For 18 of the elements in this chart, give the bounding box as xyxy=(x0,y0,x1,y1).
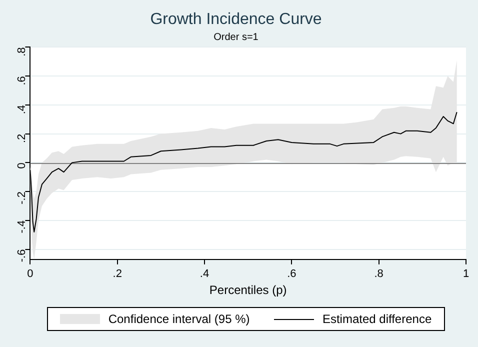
x-tick-label: .2 xyxy=(112,268,122,280)
chart-subtitle: Order s=1 xyxy=(214,32,259,43)
y-tick-label: .8 xyxy=(16,47,28,56)
y-tick-label: 0 xyxy=(16,162,28,169)
y-tick-label: -.4 xyxy=(16,220,28,234)
y-tick-label: -.6 xyxy=(16,249,28,262)
x-tick-label: 1 xyxy=(462,268,470,280)
legend-label: Estimated difference xyxy=(322,312,432,326)
y-tick-label: .6 xyxy=(16,76,28,86)
text: Confidence interval (95 %) xyxy=(108,312,250,326)
x-tick-label: .6 xyxy=(287,268,296,280)
y-tick-label: -.2 xyxy=(16,192,28,204)
x-tick-label: .4 xyxy=(200,268,210,280)
chart-title: Growth Incidence Curve xyxy=(150,11,322,28)
y-tick-label: .4 xyxy=(16,104,28,114)
x-tick-label: .8 xyxy=(374,268,384,280)
x-axis-title: Percentiles (p) xyxy=(209,283,287,298)
y-tick-label: .2 xyxy=(16,134,28,143)
